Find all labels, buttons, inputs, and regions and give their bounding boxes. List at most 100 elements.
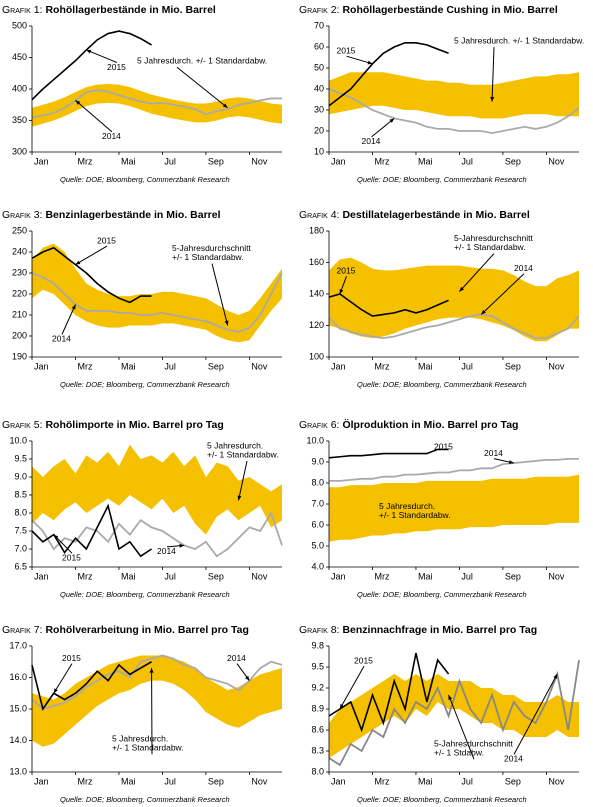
series-label: 2014 [102,131,121,141]
series-line [31,30,152,101]
series-label: 2014 [362,136,381,146]
y-tick-label: 8.3 [311,745,324,755]
source: Quelle: DOE; Bloomberg, Commerzbank Rese… [60,590,230,599]
y-tick-label: 10.0 [9,435,27,445]
y-tick-label: 5.0 [311,540,324,550]
band-label: 5 Jahresdurch. [207,440,263,450]
band-label: +/- 1 Standardabw. [112,742,184,752]
arrow-head [71,304,76,310]
chart-title: Grafik 6: Ölproduktion in Mio. Barrel pro… [299,418,518,431]
x-tick-label: Jan [34,776,49,786]
chart-label: Grafik 2: [299,4,339,16]
annotation-arrow [61,304,76,335]
y-tick-label: 9.5 [311,661,324,671]
y-tick-label: 250 [12,225,27,235]
x-tick-label: Sep [505,156,521,166]
arrow-head [508,460,514,464]
std-band [329,674,579,758]
chart-title: Grafik 2: Rohöllagerbestände Cushing in M… [299,4,558,16]
y-tick-label: 500 [12,20,27,30]
series-label: 2014 [157,546,176,556]
series-line [31,89,282,119]
x-tick-label: Nov [251,571,268,581]
series-label: 2014 [227,653,246,663]
x-tick-label: Jan [34,156,49,166]
y-tick-label: 140 [309,288,324,298]
series-label: 2014 [52,334,71,344]
x-tick-label: Jan [34,571,49,581]
series-line [328,88,580,135]
x-tick-label: Sep [208,776,224,786]
y-tick-label: 7.5 [14,525,27,535]
y-tick-label: 4.0 [311,561,324,571]
x-tick-label: Sep [505,776,521,786]
x-tick-label: Mrz [374,361,389,371]
chart-title: Grafik 5: Rohölimporte in Mio. Barrel pro… [2,419,224,431]
y-tick-label: 300 [12,146,27,156]
source: Quelle: DOE; Bloomberg, Commerzbank Rese… [60,795,230,804]
arrow-head [389,118,395,123]
series-line [328,293,449,317]
x-tick-label: Nov [548,571,565,581]
x-tick-label: Jul [164,361,176,371]
chart-label: Grafik 3: [2,209,42,221]
y-tick-label: 8.0 [14,507,27,517]
y-tick-label: 350 [12,115,27,125]
y-tick-label: 200 [12,330,27,340]
x-tick-label: Mai [121,571,136,581]
y-tick-label: 17.0 [9,640,27,650]
source: Quelle: DOE; Bloomberg, Commerzbank Rese… [357,795,527,804]
annotation-arrow [238,460,248,501]
y-tick-label: 10 [314,146,324,156]
series-label: 2015 [434,442,453,452]
arrow-head [448,695,453,700]
y-tick-label: 10.0 [306,435,324,445]
series-line [31,503,153,558]
chart-title-text: Rohölimporte in Mio. Barrel pro Tag [45,419,223,431]
y-tick-label: 50 [314,62,324,72]
arrow-head [459,286,464,292]
x-tick-label: Sep [505,571,521,581]
source: Quelle: DOE; Bloomberg, Commerzbank Rese… [357,175,527,184]
arrow-head [553,674,558,679]
x-tick-label: Jan [331,156,346,166]
x-tick-label: Jul [164,571,176,581]
arrow-head [53,688,58,694]
x-tick-label: Nov [251,156,268,166]
band-label: 5 Jahresdurch. +/- 1 Standardabw. [454,35,584,45]
arrow-head [149,668,154,673]
x-tick-label: Nov [251,776,268,786]
x-tick-label: Mai [418,156,433,166]
series-label: 2015 [337,266,356,276]
y-tick-label: 8.6 [311,724,324,734]
series-label: 2014 [514,263,533,273]
y-tick-label: 8.0 [311,766,324,776]
y-tick-label: 8.5 [14,489,27,499]
annotation-arrow [459,253,495,292]
x-tick-label: Nov [251,361,268,371]
std-band [329,474,579,542]
x-tick-label: Nov [548,361,565,371]
annotation-arrow [339,665,365,710]
annotation-arrow [75,99,113,133]
y-tick-label: 20 [314,125,324,135]
annotation-arrow [86,49,118,64]
std-band [32,444,282,535]
annotation-arrow [211,263,229,326]
y-tick-label: 14.0 [9,735,27,745]
std-band [329,257,579,342]
x-tick-label: Mai [121,156,136,166]
band-label: 5-Jahresdurchschnitt [434,739,514,749]
x-tick-label: Mrz [77,571,92,581]
y-tick-label: 160 [309,257,324,267]
y-tick-label: 240 [12,246,27,256]
y-tick-label: 15.0 [9,703,27,713]
x-tick-label: Mai [418,776,433,786]
arrow-head [86,49,92,54]
x-tick-label: Mai [418,571,433,581]
x-tick-label: Sep [208,361,224,371]
series-label: 2014 [484,448,503,458]
y-tick-label: 9.2 [311,682,324,692]
y-tick-label: 70 [314,20,324,30]
